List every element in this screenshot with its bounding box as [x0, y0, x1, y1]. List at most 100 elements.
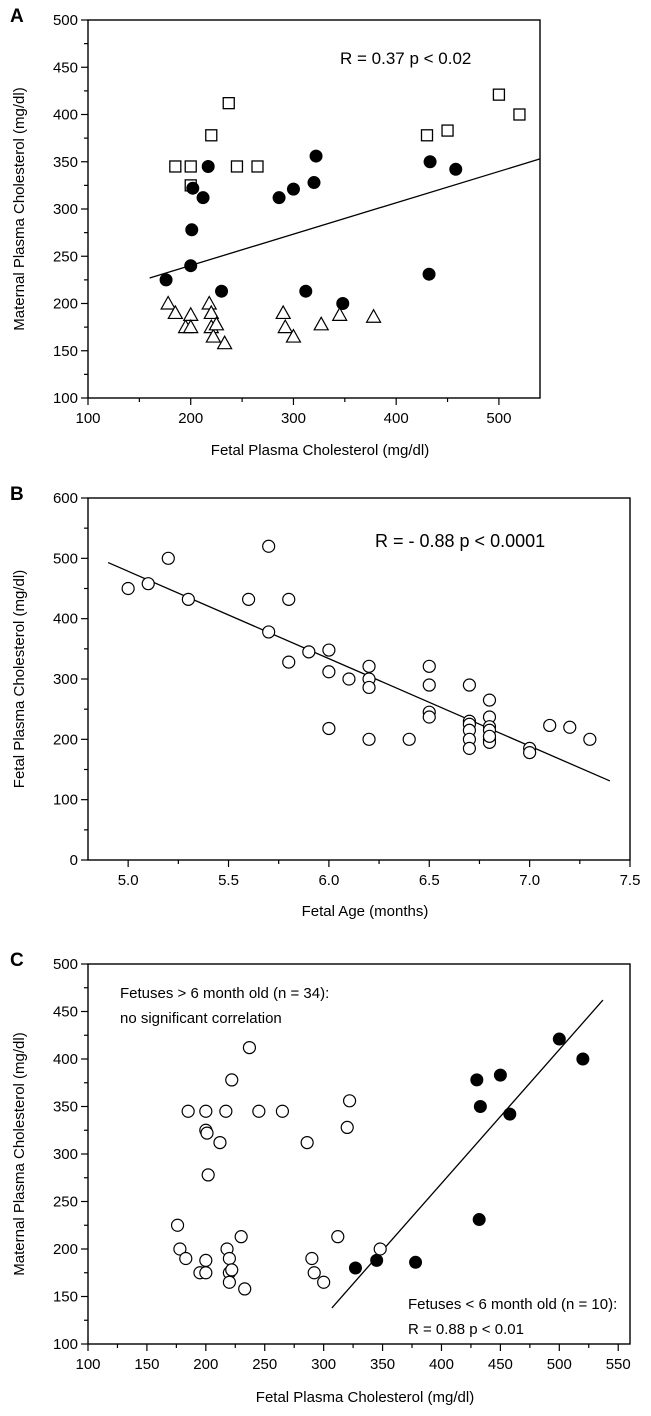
y-axis-title: Fetal Plasma Cholesterol (mg/dl) — [11, 570, 28, 788]
annotation-text: R = 0.37 p < 0.02 — [340, 49, 471, 68]
data-point-open-circle — [462, 741, 477, 755]
data-point-square — [441, 124, 454, 137]
data-point-open-circle — [213, 1135, 227, 1150]
data-point-open-circle — [422, 678, 436, 692]
y-axis-title: Maternal Plasma Cholesterol (mg/dl) — [11, 1032, 28, 1275]
data-point-filled-circle — [422, 267, 436, 281]
data-point-open-circle — [262, 625, 276, 639]
data-point-open-circle — [282, 655, 296, 669]
data-point-triangle — [205, 328, 222, 343]
data-point-filled-circle — [307, 176, 321, 190]
data-point-open-circle — [362, 659, 376, 673]
y-tick-label: 250 — [53, 248, 78, 265]
data-point-filled-circle — [184, 259, 198, 273]
data-point-open-circle — [199, 1266, 213, 1280]
data-point-open-circle — [322, 665, 336, 679]
plot-frame — [87, 19, 541, 399]
data-point-open-circle — [302, 645, 316, 659]
data-point-triangle — [331, 306, 348, 321]
data-point-filled-circle — [272, 191, 286, 205]
data-point-open-circle — [482, 729, 497, 743]
annotation-text: Fetuses < 6 month old (n = 10): — [408, 1296, 617, 1313]
data-point-square — [169, 160, 182, 173]
x-tick-label: 6.0 — [318, 872, 339, 889]
x-tick-label: 5.0 — [118, 872, 139, 889]
data-point-open-circle — [199, 1253, 213, 1268]
x-axis-title: Fetal Plasma Cholesterol (mg/dl) — [256, 1389, 474, 1406]
data-point-open-circle — [300, 1135, 314, 1150]
y-tick-label: 600 — [53, 490, 78, 507]
data-point-triangle — [208, 316, 225, 331]
y-tick-label: 300 — [53, 1146, 78, 1163]
y-tick-label: 300 — [53, 201, 78, 218]
x-tick-label: 200 — [193, 1356, 218, 1373]
annotation-text: R = - 0.88 p < 0.0001 — [375, 531, 545, 551]
data-point-filled-circle — [286, 182, 300, 196]
data-point-open-circle — [322, 721, 336, 736]
data-point-filled-circle — [215, 284, 229, 298]
data-point-open-circle — [225, 1073, 239, 1087]
data-point-filled-circle — [348, 1261, 362, 1275]
x-tick-label: 400 — [384, 410, 409, 427]
data-point-open-circle — [362, 680, 376, 695]
y-tick-label: 100 — [53, 1336, 78, 1353]
y-tick-label: 450 — [53, 59, 78, 76]
data-point-open-circle — [583, 732, 597, 746]
data-point-open-circle — [563, 720, 577, 734]
x-tick-label: 7.5 — [620, 872, 641, 889]
data-point-open-circle — [161, 551, 175, 565]
x-tick-label: 5.5 — [218, 872, 239, 889]
data-point-open-circle — [179, 1251, 193, 1266]
annotation-text: no significant correlation — [120, 1010, 282, 1027]
data-point-open-circle — [317, 1275, 331, 1289]
panel-letter: B — [10, 484, 24, 505]
data-point-open-circle — [543, 718, 557, 733]
y-tick-label: 350 — [53, 1099, 78, 1116]
data-point-open-circle — [305, 1251, 319, 1266]
y-tick-label: 500 — [53, 956, 78, 973]
data-point-open-circle — [222, 1275, 236, 1289]
y-tick-label: 300 — [53, 671, 78, 688]
y-tick-label: 250 — [53, 1194, 78, 1211]
data-point-open-circle — [422, 710, 436, 724]
x-tick-label: 150 — [134, 1356, 159, 1373]
data-point-triangle — [285, 328, 302, 343]
data-point-triangle — [313, 316, 330, 331]
data-point-triangle — [182, 318, 199, 334]
data-point-square — [230, 160, 244, 173]
annotation-text: R = 0.88 p < 0.01 — [408, 1321, 524, 1338]
y-tick-label: 100 — [53, 390, 78, 407]
x-tick-label: 250 — [252, 1356, 277, 1373]
data-point-triangle — [203, 304, 220, 320]
x-tick-label: 450 — [488, 1356, 513, 1373]
data-point-open-circle — [141, 577, 155, 591]
data-point-square — [492, 88, 506, 101]
x-tick-label: 500 — [486, 410, 511, 427]
panel-a: A 100 200 300 400 500 100 150 200 250 300 350 400 450… — [10, 6, 541, 459]
x-tick-label: 100 — [75, 410, 100, 427]
x-tick-label: 7.0 — [519, 872, 540, 889]
data-point-filled-circle — [186, 181, 200, 195]
data-point-open-circle — [173, 1242, 187, 1256]
data-point-open-circle — [238, 1282, 252, 1296]
y-tick-label: 150 — [53, 343, 78, 360]
data-point-open-circle — [462, 678, 477, 692]
data-point-filled-circle — [503, 1107, 517, 1121]
y-axis-title: Maternal Plasma Cholesterol (mg/dl) — [11, 87, 28, 330]
data-point-triangle — [275, 304, 292, 320]
data-point-triangle — [201, 295, 218, 310]
data-point-filled-circle — [185, 223, 199, 237]
data-point-open-circle — [200, 1126, 214, 1140]
y-tick-label: 500 — [53, 12, 78, 29]
data-point-filled-circle — [493, 1068, 507, 1082]
y-tick-label: 400 — [53, 611, 78, 628]
data-point-open-circle — [252, 1104, 266, 1118]
data-point-open-circle — [422, 659, 436, 673]
data-point-filled-circle — [336, 297, 350, 310]
panel-letter: A — [10, 6, 24, 27]
y-tick-label: 200 — [53, 296, 78, 313]
data-point-open-circle — [362, 732, 376, 746]
data-point-filled-circle — [201, 159, 215, 173]
data-point-open-circle — [219, 1104, 233, 1118]
data-point-open-circle — [282, 592, 296, 606]
